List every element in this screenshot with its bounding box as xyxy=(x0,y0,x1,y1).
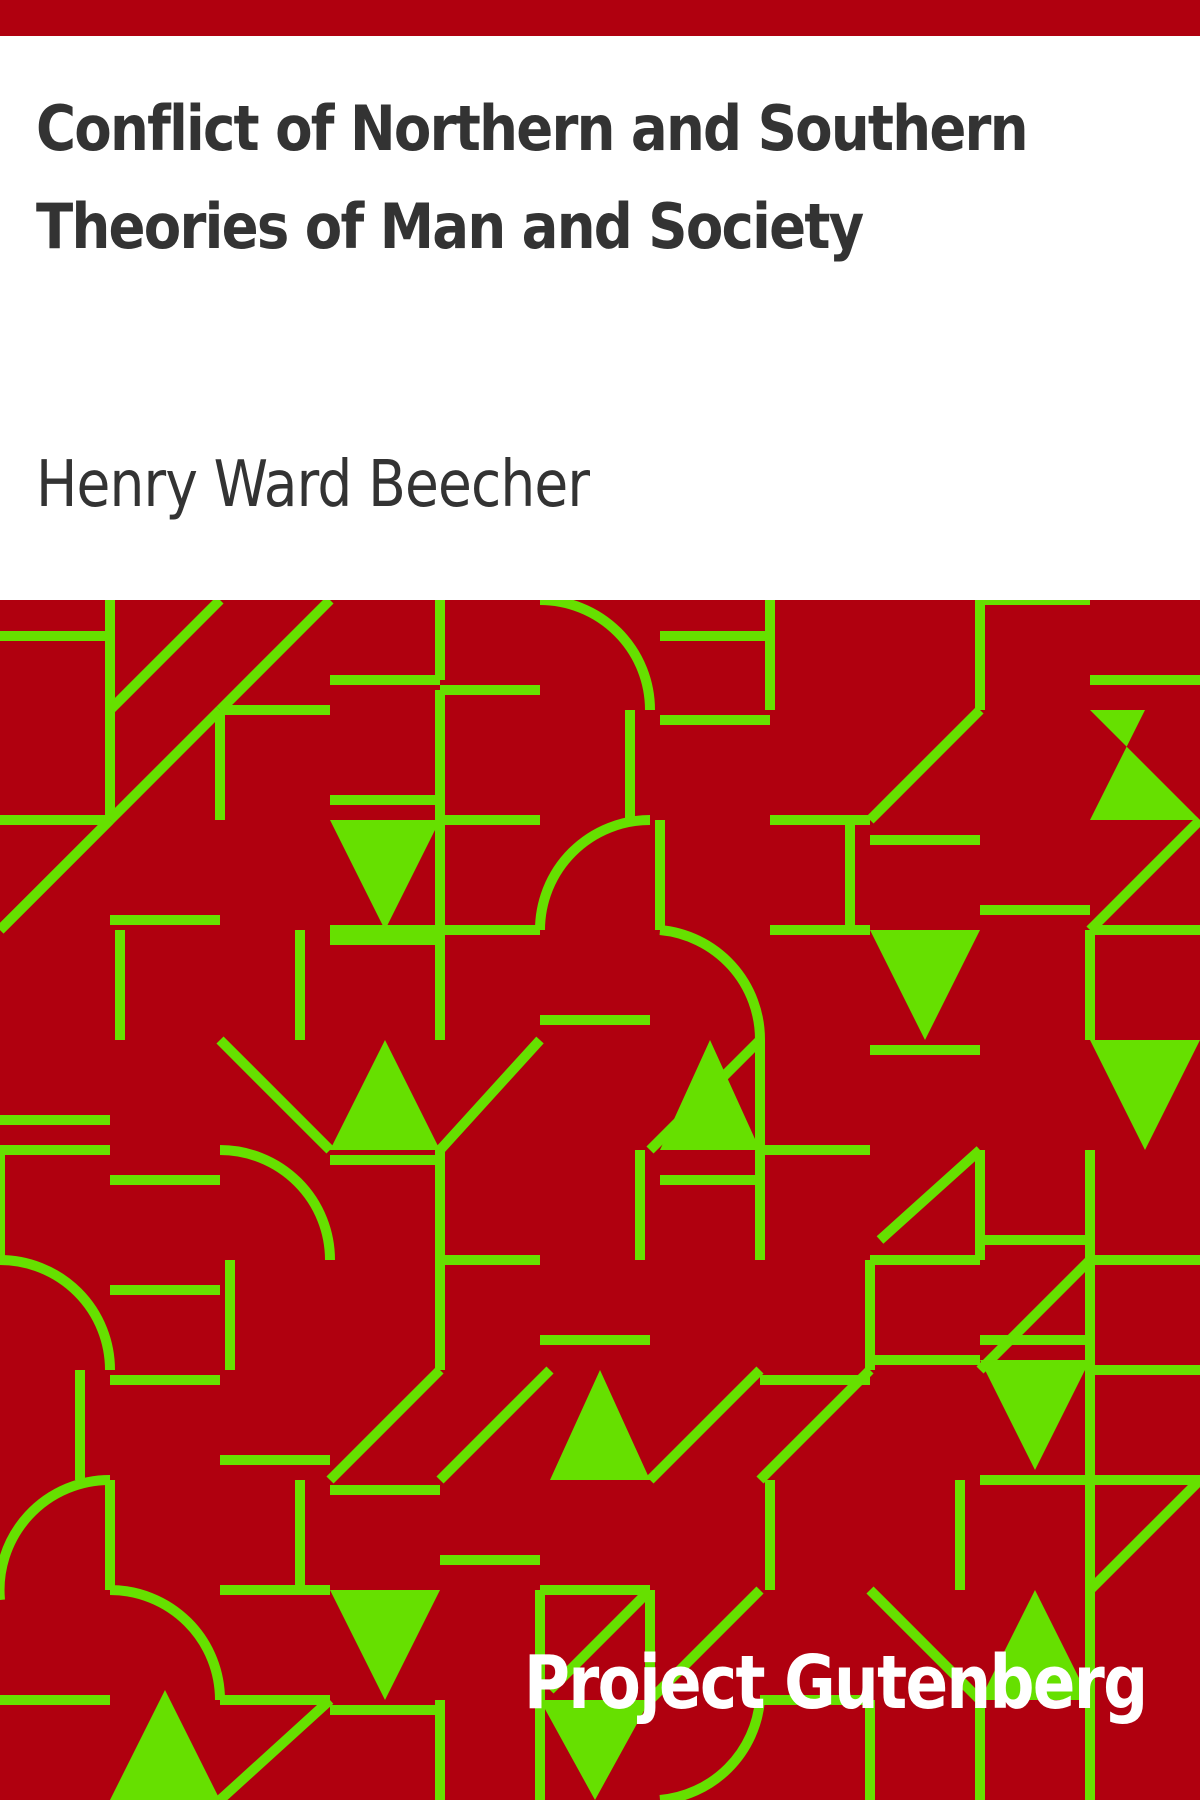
pattern-line xyxy=(0,1474,225,1701)
pattern-line xyxy=(220,1485,655,1700)
pattern-triangle xyxy=(330,1040,440,1150)
pattern-line xyxy=(539,600,775,820)
pattern-triangle xyxy=(1090,710,1200,820)
pattern-line xyxy=(0,1695,445,1800)
pattern-triangle xyxy=(870,930,980,1040)
pattern-line xyxy=(655,820,870,1041)
book-title: Conflict of Northern and Southern Theori… xyxy=(36,92,1029,263)
pattern-line xyxy=(866,1586,1095,1800)
pattern-line xyxy=(876,1146,1200,1265)
cover-pattern xyxy=(0,600,1200,1800)
pattern-line xyxy=(110,1145,445,1261)
pattern-triangle xyxy=(330,820,440,930)
pattern-line xyxy=(115,930,445,1040)
book-author: Henry Ward Beecher xyxy=(36,448,590,522)
pattern-line xyxy=(0,1045,980,1260)
pattern-line xyxy=(436,1366,1200,1485)
pattern-line xyxy=(756,1256,1094,1484)
pattern-triangle xyxy=(330,1590,440,1700)
pattern-line xyxy=(770,600,1200,845)
pattern-line xyxy=(980,816,1200,1040)
pattern-triangle xyxy=(980,1360,1090,1470)
pattern-line xyxy=(220,1365,1200,1590)
publisher-name: Project Gutenberg xyxy=(523,1640,1147,1726)
pattern-line xyxy=(635,1145,870,1260)
top-color-band xyxy=(0,0,1200,36)
pattern-triangle xyxy=(540,1700,650,1800)
pattern-line xyxy=(330,600,540,825)
pattern-triangle xyxy=(1090,1040,1200,1150)
pattern-triangle xyxy=(110,1690,220,1800)
pattern-line xyxy=(75,1335,870,1484)
pattern-line xyxy=(216,1015,765,1154)
pattern-line xyxy=(535,1586,764,1800)
pattern-triangle xyxy=(660,1040,760,1150)
pattern-line xyxy=(765,1476,1200,1594)
pattern-line xyxy=(659,1695,875,1800)
pattern-line xyxy=(0,600,224,825)
pattern-triangle xyxy=(980,1590,1090,1700)
pattern-line xyxy=(0,1255,540,1371)
pattern-line xyxy=(435,1235,1095,1370)
pattern-triangle xyxy=(550,1370,650,1480)
